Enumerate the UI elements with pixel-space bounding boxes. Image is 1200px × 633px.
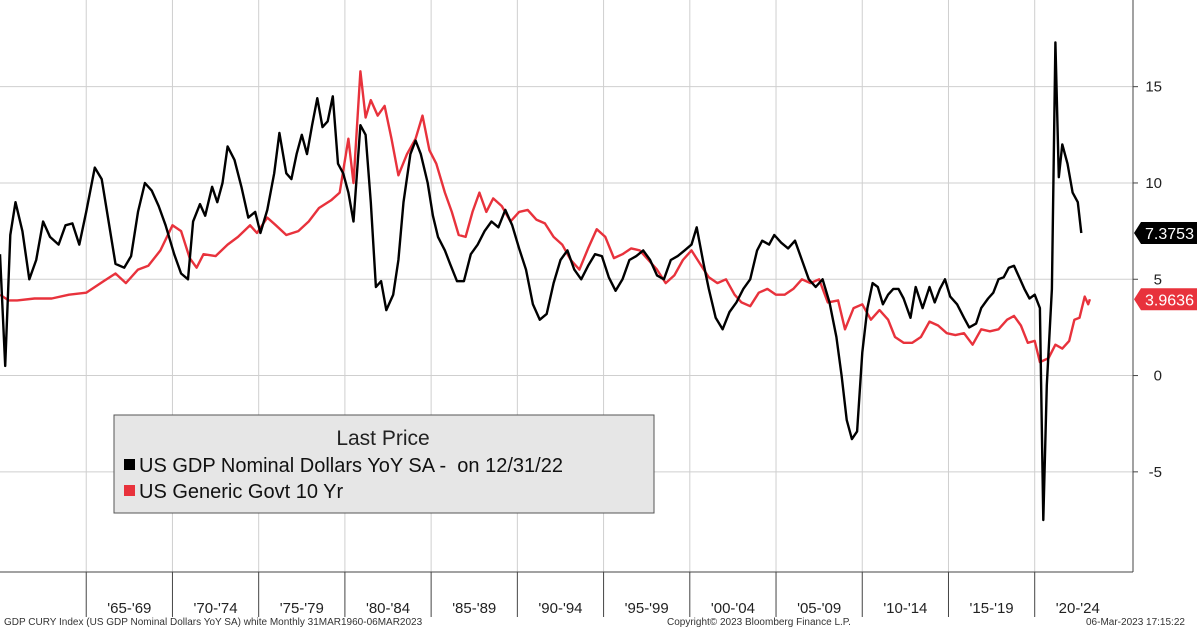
x-tick-label: '65-'69 [107, 600, 151, 617]
x-tick-label: '20-'24 [1056, 600, 1100, 617]
legend-title: Last Price [336, 427, 429, 450]
x-tick-label: '15-'19 [970, 600, 1014, 617]
legend-label-gdp: US GDP Nominal Dollars YoY SA - on 12/31… [139, 455, 563, 477]
x-gridlines [85, 0, 1036, 572]
last-price-value-10yr: 3.9636 [1145, 292, 1194, 309]
footer-copyright: Copyright© 2023 Bloomberg Finance L.P. [667, 617, 851, 628]
x-tick-label: '85-'89 [452, 600, 496, 617]
legend-swatch-10yr [124, 485, 135, 496]
x-tick-label: '80-'84 [366, 600, 410, 617]
legend-label-10yr: US Generic Govt 10 Yr [139, 481, 344, 503]
last-price-value-gdp: 7.3753 [1145, 226, 1194, 243]
x-tick-label: '90-'94 [538, 600, 582, 617]
x-tick-label: '05-'09 [797, 600, 841, 617]
legend: Last Price US GDP Nominal Dollars YoY SA… [113, 414, 655, 514]
footer-timestamp: 06-Mar-2023 17:15:22 [1086, 617, 1185, 628]
last-price-labels: 7.3753 3.9636 [1134, 222, 1197, 311]
x-tick-label: '75-'79 [280, 600, 324, 617]
y-tick-label: 15 [1145, 79, 1162, 96]
chart: '65-'69 '70-'74 '75-'79 '80-'84 '85-'89 '90-'… [0, 0, 1197, 617]
series-layer [0, 41, 1092, 522]
x-tick-label: '00-'04 [711, 600, 755, 617]
y-axis-ticks: 15 10 5 0 -5 [1133, 79, 1162, 481]
y-tick-label: 0 [1154, 368, 1162, 385]
y-tick-label: -5 [1149, 464, 1162, 481]
legend-swatch-gdp [124, 459, 135, 470]
x-tick-label: '95-'99 [625, 600, 669, 617]
x-tick-label: '70-'74 [194, 600, 238, 617]
x-tick-label: '10-'14 [883, 600, 927, 617]
y-tick-label: 5 [1154, 271, 1162, 288]
last-price-tag-gdp [1134, 222, 1197, 245]
footer-source: GDP CURY Index (US GDP Nominal Dollars Y… [4, 617, 423, 628]
series-line-10yr [0, 70, 1092, 364]
legend-box [113, 414, 655, 514]
y-tick-label: 10 [1145, 175, 1162, 192]
last-price-tag-10yr [1134, 288, 1197, 311]
x-axis-ticks: '65-'69 '70-'74 '75-'79 '80-'84 '85-'89 '90-'… [85, 572, 1100, 617]
series-line-gdp [0, 41, 1083, 522]
